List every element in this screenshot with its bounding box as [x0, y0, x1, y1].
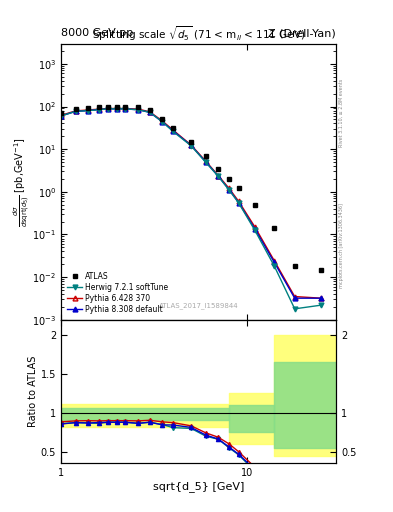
ATLAS: [136, 104, 141, 110]
Herwig 7.2.1 softTune: [171, 129, 175, 135]
Pythia 8.308 default: [272, 260, 277, 266]
ATLAS: [160, 116, 165, 122]
X-axis label: sqrt{d_5} [GeV]: sqrt{d_5} [GeV]: [153, 481, 244, 492]
ATLAS: [272, 225, 277, 231]
Pythia 6.428 370: [253, 224, 257, 230]
Herwig 7.2.1 softTune: [319, 302, 323, 308]
Pythia 6.428 370: [171, 127, 175, 133]
Pythia 6.428 370: [292, 293, 297, 300]
Pythia 8.308 default: [171, 127, 175, 134]
Pythia 6.428 370: [86, 107, 90, 113]
ATLAS: [147, 107, 152, 113]
Herwig 7.2.1 softTune: [204, 159, 208, 165]
Text: Rivet 3.1.10, ≥ 2.8M events: Rivet 3.1.10, ≥ 2.8M events: [339, 78, 344, 147]
ATLAS: [253, 202, 257, 208]
Herwig 7.2.1 softTune: [216, 173, 220, 179]
Pythia 8.308 default: [160, 119, 165, 125]
Herwig 7.2.1 softTune: [73, 108, 78, 114]
Herwig 7.2.1 softTune: [147, 109, 152, 115]
Herwig 7.2.1 softTune: [136, 106, 141, 113]
ATLAS: [227, 176, 231, 182]
ATLAS: [115, 103, 119, 110]
Pythia 8.308 default: [319, 295, 323, 301]
Pythia 8.308 default: [204, 159, 208, 165]
Pythia 8.308 default: [86, 108, 90, 114]
Herwig 7.2.1 softTune: [160, 119, 165, 125]
Y-axis label: Ratio to ATLAS: Ratio to ATLAS: [28, 356, 38, 427]
Y-axis label: $\frac{d\sigma}{d\mathrm{sqrt}(d_5)}$ [pb,GeV$^{-1}$]: $\frac{d\sigma}{d\mathrm{sqrt}(d_5)}$ [p…: [11, 137, 31, 227]
Text: Z (Drell-Yan): Z (Drell-Yan): [268, 28, 336, 38]
Pythia 6.428 370: [319, 295, 323, 301]
Pythia 6.428 370: [227, 185, 231, 191]
Pythia 6.428 370: [136, 106, 141, 112]
Herwig 7.2.1 softTune: [122, 106, 127, 112]
Herwig 7.2.1 softTune: [59, 113, 63, 119]
Pythia 6.428 370: [97, 106, 101, 112]
Pythia 8.308 default: [136, 106, 141, 113]
Pythia 6.428 370: [122, 105, 127, 112]
Text: ATLAS_2017_I1589844: ATLAS_2017_I1589844: [159, 302, 238, 309]
Pythia 6.428 370: [236, 198, 241, 204]
Pythia 8.308 default: [216, 173, 220, 179]
Pythia 6.428 370: [272, 258, 277, 264]
Herwig 7.2.1 softTune: [236, 200, 241, 206]
Line: Pythia 8.308 default: Pythia 8.308 default: [59, 106, 324, 301]
Line: ATLAS: ATLAS: [59, 104, 324, 272]
Herwig 7.2.1 softTune: [106, 106, 111, 112]
ATLAS: [122, 103, 127, 110]
Pythia 6.428 370: [160, 118, 165, 124]
Line: Herwig 7.2.1 softTune: Herwig 7.2.1 softTune: [59, 106, 324, 311]
Pythia 8.308 default: [106, 106, 111, 112]
ATLAS: [189, 139, 193, 145]
ATLAS: [292, 263, 297, 269]
Pythia 8.308 default: [189, 142, 193, 148]
Pythia 6.428 370: [73, 108, 78, 114]
Line: Pythia 6.428 370: Pythia 6.428 370: [59, 106, 324, 301]
Herwig 7.2.1 softTune: [86, 108, 90, 114]
Pythia 6.428 370: [147, 109, 152, 115]
ATLAS: [319, 267, 323, 273]
ATLAS: [59, 110, 63, 116]
Text: mcplots.cern.ch [arXiv:1306.3436]: mcplots.cern.ch [arXiv:1306.3436]: [339, 203, 344, 288]
Herwig 7.2.1 softTune: [227, 187, 231, 193]
Pythia 8.308 default: [227, 187, 231, 193]
ATLAS: [97, 104, 101, 110]
Legend: ATLAS, Herwig 7.2.1 softTune, Pythia 6.428 370, Pythia 8.308 default: ATLAS, Herwig 7.2.1 softTune, Pythia 6.4…: [65, 270, 171, 316]
Herwig 7.2.1 softTune: [272, 263, 277, 269]
Pythia 8.308 default: [122, 106, 127, 112]
ATLAS: [106, 103, 111, 110]
Pythia 8.308 default: [59, 113, 63, 119]
ATLAS: [86, 105, 90, 111]
Pythia 8.308 default: [73, 108, 78, 114]
Herwig 7.2.1 softTune: [97, 106, 101, 113]
Herwig 7.2.1 softTune: [189, 143, 193, 149]
Pythia 6.428 370: [189, 142, 193, 148]
Herwig 7.2.1 softTune: [253, 227, 257, 233]
ATLAS: [73, 106, 78, 112]
ATLAS: [236, 185, 241, 191]
Title: Splitting scale $\sqrt{d_5}$ (71 < m$_{ll}$ < 111 GeV): Splitting scale $\sqrt{d_5}$ (71 < m$_{l…: [92, 25, 305, 44]
Pythia 8.308 default: [115, 106, 119, 112]
Pythia 8.308 default: [253, 226, 257, 232]
Pythia 6.428 370: [106, 105, 111, 112]
Herwig 7.2.1 softTune: [115, 106, 119, 112]
ATLAS: [204, 153, 208, 159]
Pythia 8.308 default: [147, 109, 152, 115]
Herwig 7.2.1 softTune: [292, 306, 297, 312]
ATLAS: [171, 124, 175, 131]
Pythia 8.308 default: [236, 200, 241, 206]
Pythia 6.428 370: [115, 105, 119, 112]
ATLAS: [216, 165, 220, 172]
Pythia 6.428 370: [204, 158, 208, 164]
Pythia 6.428 370: [216, 173, 220, 179]
Pythia 8.308 default: [97, 106, 101, 113]
Text: 8000 GeV pp: 8000 GeV pp: [61, 28, 133, 38]
Pythia 8.308 default: [292, 295, 297, 301]
Pythia 6.428 370: [59, 112, 63, 118]
